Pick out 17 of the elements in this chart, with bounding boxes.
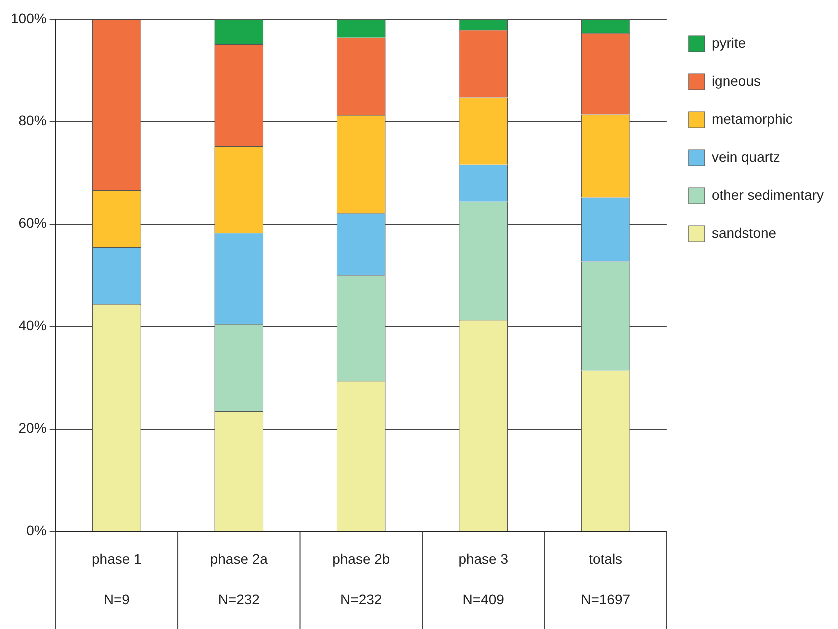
category-label: phase 2b N=232 <box>332 550 390 608</box>
legend-label: other sedimentary <box>712 186 824 203</box>
category-label: totals N=1697 <box>581 550 631 608</box>
y-tick-label: 40% <box>18 318 47 334</box>
category-label: phase 2a N=232 <box>210 550 268 608</box>
legend-label: pyrite <box>712 34 746 51</box>
y-tick-label: 100% <box>10 10 47 26</box>
legend-label: igneous <box>712 72 761 89</box>
category-label: phase 1 N=9 <box>92 550 142 608</box>
category-label: phase 3 N=409 <box>458 550 509 608</box>
legend-label: sandstone <box>712 224 777 241</box>
legend-label: vein quartz <box>712 148 780 165</box>
y-tick-label: 20% <box>18 420 47 436</box>
y-tick-label: 60% <box>18 215 47 232</box>
y-tick-label: 0% <box>26 522 47 539</box>
legend-label: metamorphic <box>712 110 793 127</box>
y-tick-label: 80% <box>18 112 47 129</box>
